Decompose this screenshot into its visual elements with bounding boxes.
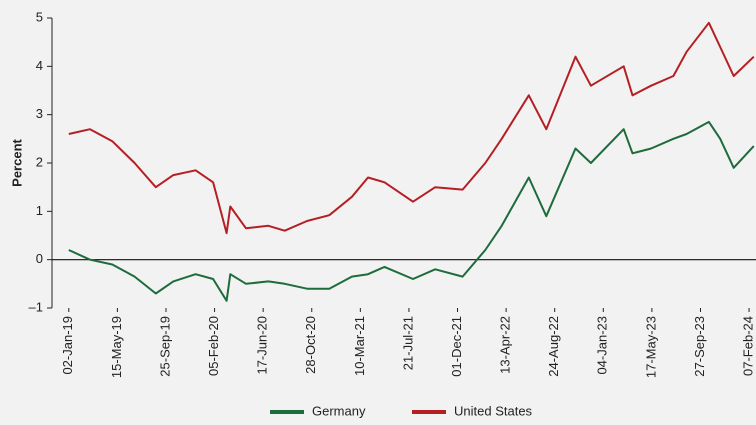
x-tick-label: 28-Oct-20 <box>303 316 318 374</box>
y-tick-label: 1 <box>36 203 43 218</box>
y-tick-label: 3 <box>36 106 43 121</box>
y-tick-label: –1 <box>29 299 43 314</box>
x-tick-label: 15-May-19 <box>109 316 124 378</box>
series-line <box>68 21 755 235</box>
y-tick-label: 0 <box>36 251 43 266</box>
x-tick-label: 17-Jun-20 <box>255 316 270 375</box>
x-tick-label: 17-May-23 <box>643 316 658 378</box>
x-tick-label: 27-Sep-23 <box>692 316 707 377</box>
x-tick-label: 01-Dec-21 <box>449 316 464 377</box>
legend-label: United States <box>454 403 533 418</box>
y-axis-title: Percent <box>9 138 24 186</box>
x-tick-label: 25-Sep-19 <box>157 316 172 377</box>
x-tick-label: 13-Apr-22 <box>498 316 513 374</box>
series-line <box>68 120 755 302</box>
x-tick-label: 05-Feb-20 <box>206 316 221 376</box>
x-tick-label: 10-Mar-21 <box>352 316 367 376</box>
y-tick-label: 4 <box>36 58 43 73</box>
x-tick-label: 02-Jan-19 <box>60 316 75 375</box>
x-tick-label: 24-Aug-22 <box>546 316 561 377</box>
legend-label: Germany <box>312 403 366 418</box>
y-tick-label: 5 <box>36 9 43 24</box>
x-tick-label: 04-Jan-23 <box>595 316 610 375</box>
x-tick-label: 21-Jul-21 <box>400 316 415 370</box>
x-tick-label: 07-Feb-24 <box>740 316 755 376</box>
y-tick-label: 2 <box>36 154 43 169</box>
